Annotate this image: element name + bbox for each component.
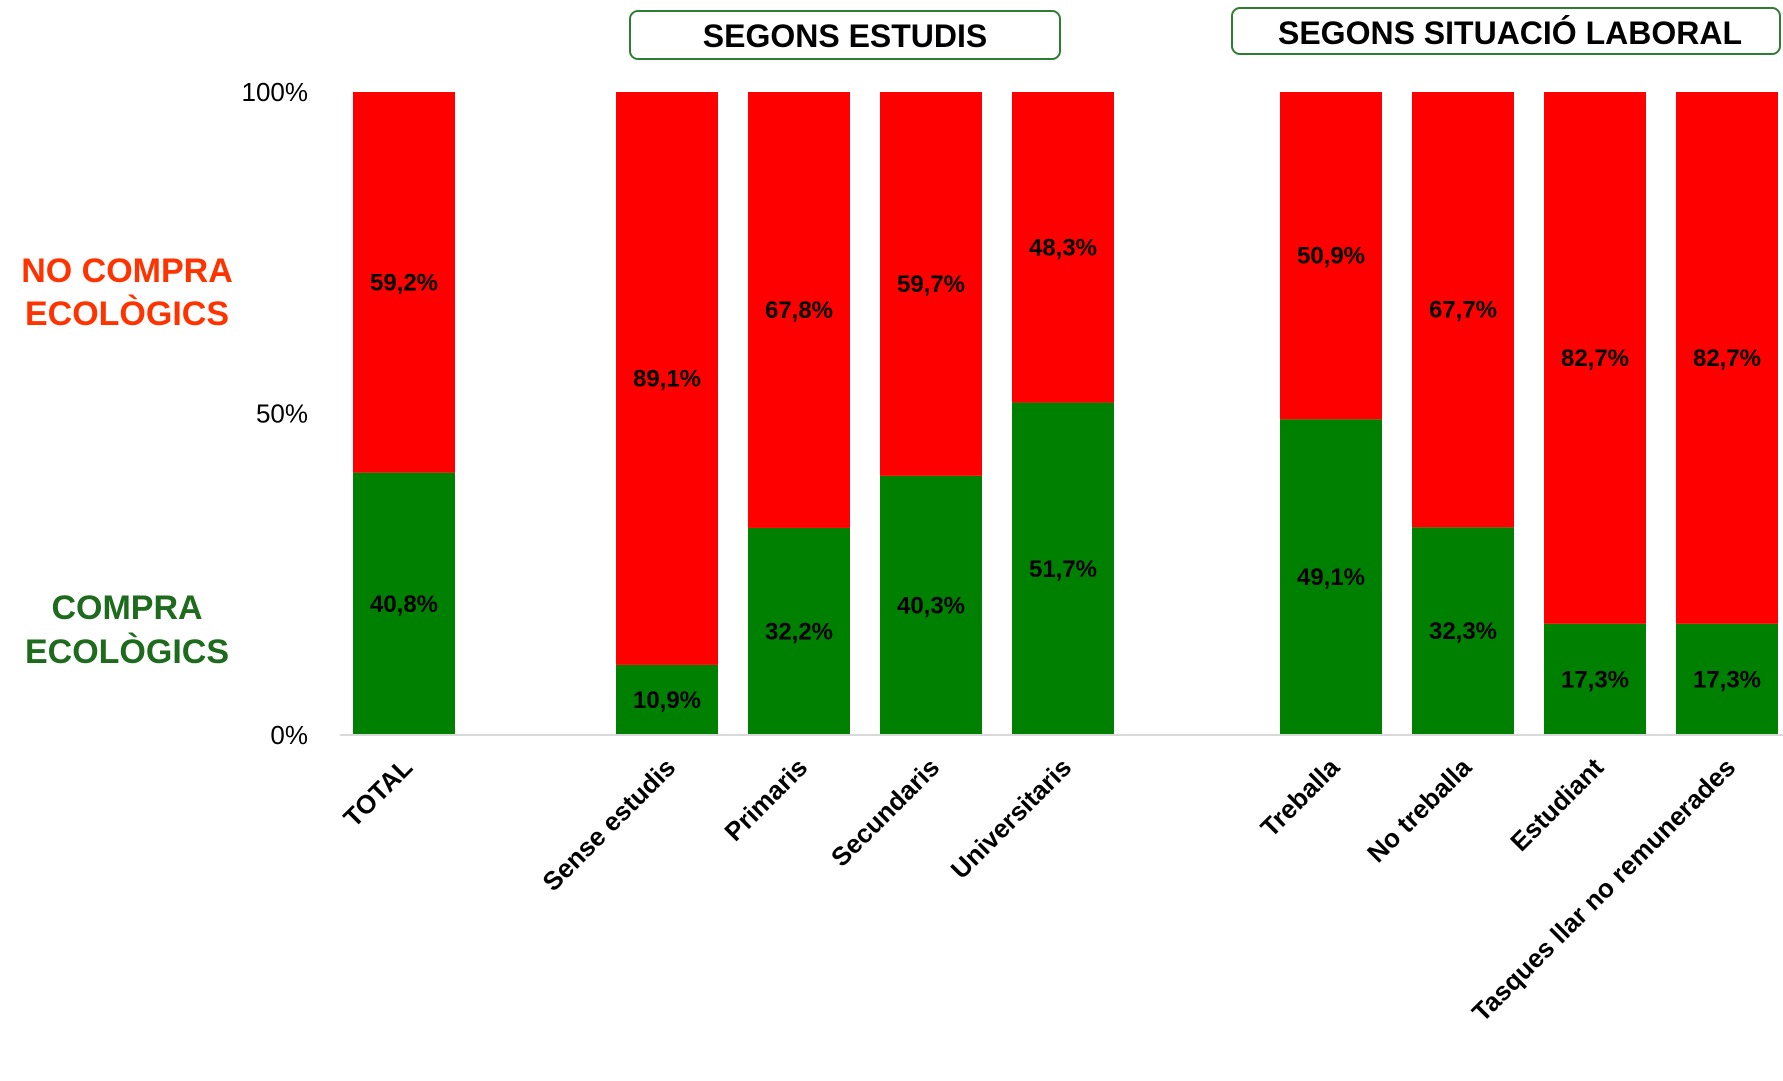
bar-no-compra (1280, 92, 1382, 420)
x-tick-label: Universitaris (945, 752, 1078, 885)
x-tick-label: Tasques llar no remunerades (1466, 752, 1741, 1027)
data-label-no-compra: 89,1% (633, 365, 701, 392)
group-titles: SEGONS ESTUDIS SEGONS SITUACIÓ LABORAL (629, 7, 1781, 60)
data-label-no-compra: 67,7% (1429, 297, 1497, 324)
data-label-no-compra: 59,2% (370, 269, 438, 296)
group-title: SEGONS SITUACIÓ LABORAL (1278, 15, 1742, 51)
group-title: SEGONS ESTUDIS (703, 18, 988, 54)
bar-no-compra (1676, 92, 1778, 624)
y-tick-label: 0% (270, 720, 308, 750)
x-tick-label: Sense estudis (536, 752, 681, 897)
bar-no-compra (616, 92, 718, 665)
y-tick-label: 100% (242, 77, 309, 107)
bar-compra (880, 475, 982, 735)
data-label-compra: 10,9% (633, 687, 701, 714)
bar-compra (1412, 527, 1514, 735)
data-label-compra: 40,3% (897, 592, 965, 619)
legend-label-compra: COMPRA (51, 589, 202, 627)
bar-compra (1012, 402, 1114, 735)
data-label-no-compra: 48,3% (1029, 234, 1097, 261)
bar-compra (1280, 419, 1382, 735)
x-tick-label: TOTAL (337, 752, 418, 833)
x-axis: TOTAL Sense estudis Primaris Secundaris Univ… (337, 734, 1783, 1027)
data-label-compra: 32,2% (765, 618, 833, 645)
data-label-compra: 40,8% (370, 591, 438, 618)
legend-label-no-compra: ECOLÒGICS (25, 295, 229, 333)
x-tick-label: Secundaris (825, 752, 945, 872)
data-label-no-compra: 50,9% (1297, 243, 1365, 270)
data-label-compra: 51,7% (1029, 556, 1097, 583)
bar-compra (1544, 623, 1646, 735)
x-tick-label: Primaris (718, 752, 813, 847)
bar-no-compra (1412, 92, 1514, 528)
x-tick-label: Estudiant (1504, 752, 1609, 857)
data-label-no-compra: 67,8% (765, 297, 833, 324)
y-tick-label: 50% (256, 399, 308, 429)
x-tick-label: No treballa (1361, 752, 1478, 869)
data-label-no-compra: 59,7% (897, 271, 965, 298)
bar-no-compra (353, 92, 455, 473)
data-label-compra: 32,3% (1429, 618, 1497, 645)
bar-compra (748, 527, 850, 735)
legend: NO COMPRA ECOLÒGICS COMPRA ECOLÒGICS (21, 252, 233, 671)
data-label-no-compra: 82,7% (1693, 345, 1761, 372)
legend-label-no-compra: NO COMPRA (21, 252, 233, 290)
x-tick-label: Treballa (1255, 752, 1346, 843)
bar-no-compra (1012, 92, 1114, 403)
data-label-compra: 17,3% (1561, 666, 1629, 693)
group-title-box (1231, 7, 1781, 55)
data-label-compra: 49,1% (1297, 564, 1365, 591)
data-labels: 40,8% 59,2% 10,9% 89,1% 32,2% 67,8% 40,3% 59,7%… (370, 234, 1761, 714)
data-label-no-compra: 82,7% (1561, 345, 1629, 372)
bar-compra (353, 472, 455, 735)
y-axis: 0% 50% 100% (242, 77, 309, 750)
data-label-compra: 17,3% (1693, 666, 1761, 693)
legend-label-compra: ECOLÒGICS (25, 633, 229, 671)
bar-no-compra (748, 92, 850, 528)
bars (353, 92, 1778, 735)
bar-compra (1676, 623, 1778, 735)
group-title-box (629, 10, 1061, 60)
bar-no-compra (880, 92, 982, 476)
bar-no-compra (1544, 92, 1646, 624)
bar-compra (616, 664, 718, 735)
